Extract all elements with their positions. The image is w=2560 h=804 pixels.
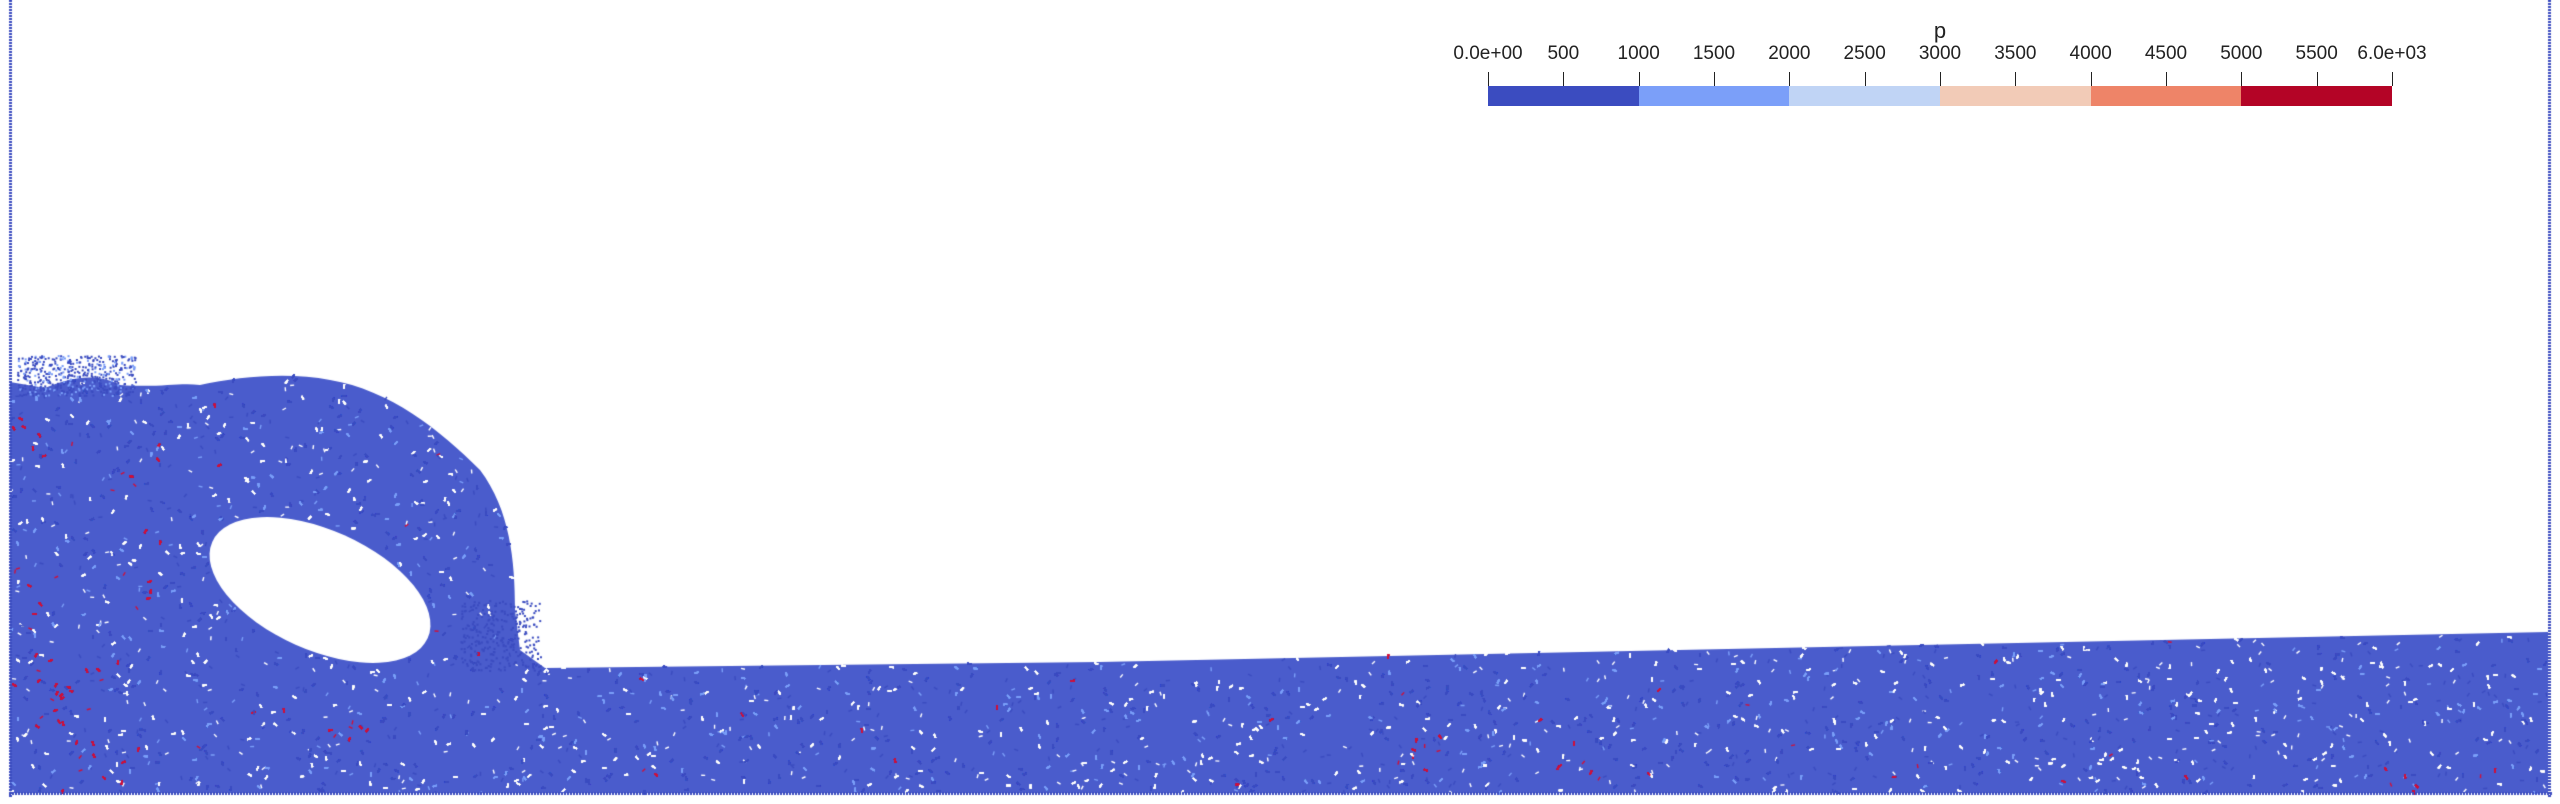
colorbar-tick-label: 3500 [1994,43,2037,64]
colorbar-tick-label: 5000 [2220,43,2263,64]
colorbar-segment [1940,86,2091,106]
colorbar-tick-mark [1638,72,1640,86]
colorbar-tick-label: 2000 [1768,43,1811,64]
colorbar-tick-label: 6.0e+03 [2357,43,2427,64]
colorbar-tick-label: 3000 [1918,43,1962,64]
colorbar-segment [2090,86,2242,106]
colorbar-segment [2241,86,2393,106]
colorbar-tick-mark [1940,72,1941,86]
colorbar-tick-mark [1789,72,1791,86]
colorbar-tick-label: 1000 [1617,43,1660,64]
colorbar-tick-mark [1864,72,1866,86]
colorbar-tick-label: 5500 [2295,43,2338,64]
colorbar-tick-labels: 0.0e+00 500 1000 1500 2000 2500 3000 3500 4000 45… [1420,44,2460,68]
colorbar-tick-mark [2241,72,2243,86]
colorbar-tick-mark [2015,72,2017,86]
colorbar-tick-mark [1563,72,1565,86]
colorbar-legend: p 0.0e+00 500 1000 1500 2000 2500 3000 3500 4000… [1420,14,2460,114]
colorbar-tick-label: 2500 [1843,43,1886,64]
colorbar-tick-label: 500 [1547,43,1580,64]
colorbar-segment [1789,86,1941,106]
colorbar-tick-mark [2090,72,2092,86]
colorbar-tick-mark [2392,72,2393,86]
colorbar-bar [1488,86,2393,106]
colorbar-tick-mark [2166,72,2167,86]
colorbar-tick-mark [1488,72,1489,86]
colorbar-tick-label: 1500 [1692,43,1736,64]
colorbar-segment [1488,86,1639,106]
colorbar-tick-mark [2316,72,2318,86]
colorbar-tick-label: 4500 [2144,43,2188,64]
colorbar-tick-label: 0.0e+00 [1453,43,1523,64]
colorbar-title: p [1933,18,1947,43]
colorbar-segment [1638,86,1790,106]
colorbar-tick-mark [1714,72,1715,86]
colorbar-tick-label: 4000 [2069,43,2112,64]
